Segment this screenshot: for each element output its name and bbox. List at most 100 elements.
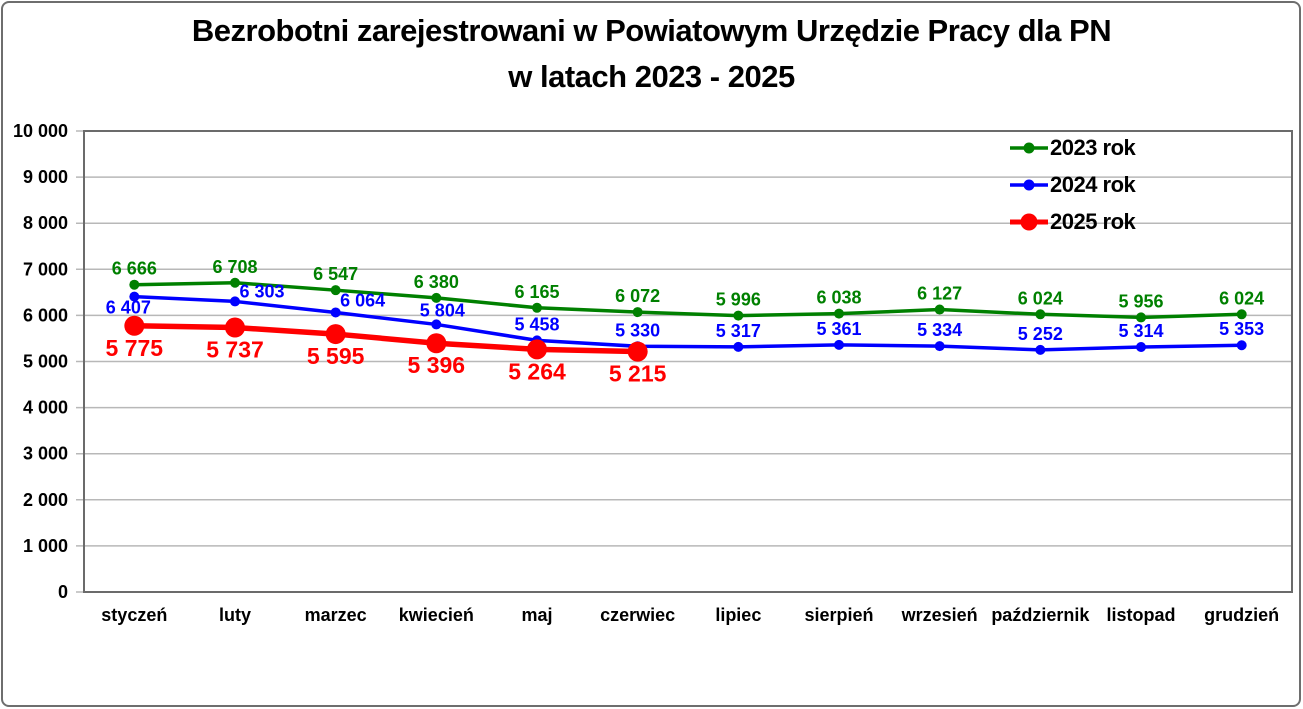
- data-label: 6 064: [340, 290, 385, 310]
- legend-marker-icon: [1010, 213, 1048, 230]
- legend-label: 2025 rok: [1050, 208, 1136, 234]
- data-label: 5 317: [716, 321, 761, 341]
- data-label: 5 353: [1219, 319, 1264, 339]
- data-label: 5 458: [514, 314, 559, 334]
- data-point: [934, 304, 945, 315]
- data-point: [632, 307, 643, 318]
- data-point: [129, 291, 140, 302]
- data-label: 6 165: [514, 282, 559, 302]
- data-label: 5 334: [917, 320, 962, 340]
- data-point: [431, 319, 442, 330]
- data-point: [426, 333, 447, 354]
- y-tick-label: 2 000: [23, 490, 68, 510]
- x-tick-label: sierpień: [804, 605, 873, 625]
- legend-label: 2023 rok: [1050, 134, 1136, 160]
- data-label: 5 396: [408, 352, 466, 378]
- x-tick-label: grudzień: [1204, 605, 1279, 625]
- data-label: 5 215: [609, 361, 667, 387]
- y-axis-labels: 0 1 000 2 000 3 000 4 000 5 000 6 000 7 000 8 00…: [13, 121, 68, 602]
- y-tick-label: 10 000: [13, 121, 68, 141]
- data-label: 5 775: [106, 335, 164, 361]
- x-tick-label: maj: [521, 605, 552, 625]
- data-label: 6 038: [816, 288, 861, 308]
- data-point: [1236, 309, 1247, 320]
- data-point: [1035, 309, 1046, 320]
- data-label: 6 072: [615, 286, 660, 306]
- data-point: [1035, 344, 1046, 355]
- data-label: 5 737: [206, 337, 264, 363]
- x-tick-label: lipiec: [715, 605, 761, 625]
- series-line: [132, 281, 1244, 320]
- x-tick-label: listopad: [1106, 605, 1175, 625]
- data-label: 5 330: [615, 320, 660, 340]
- x-tick-label: kwiecień: [399, 605, 474, 625]
- data-label: 6 303: [239, 281, 284, 301]
- data-label: 6 024: [1219, 288, 1264, 308]
- data-point: [733, 310, 744, 321]
- y-tick-label: 4 000: [23, 398, 68, 418]
- legend-marker-icon: [1010, 142, 1048, 153]
- x-tick-label: czerwiec: [600, 605, 675, 625]
- chart-title-line1: Bezrobotni zarejestrowani w Powiatowym U…: [191, 13, 1112, 48]
- data-label: 5 956: [1118, 291, 1163, 311]
- data-point: [325, 324, 346, 345]
- data-point: [834, 339, 844, 350]
- data-label: 5 996: [716, 290, 761, 310]
- x-tick-label: październik: [991, 605, 1090, 625]
- data-point: [1136, 342, 1146, 353]
- data-point: [124, 315, 145, 336]
- y-tick-label: 0: [58, 582, 68, 602]
- data-label: 6 708: [212, 257, 257, 277]
- data-point: [225, 317, 245, 338]
- data-point: [129, 279, 140, 290]
- data-point: [330, 307, 341, 318]
- x-axis-labels: styczeń luty marzec kwiecień maj czerwiec lipi…: [101, 605, 1279, 625]
- series-2025-rok: 5 775 5 737 5 595 5 396 5 264 5 215: [106, 315, 667, 387]
- legend-item-2023: 2023 rok: [1008, 129, 1136, 166]
- x-tick-label: marzec: [305, 605, 367, 625]
- x-tick-label: luty: [219, 605, 251, 625]
- legend-item-2024: 2024 rok: [1008, 166, 1136, 203]
- data-point: [230, 296, 240, 307]
- series-2023-rok: 6 666 6 708 6 547 6 380 6 165 6 072 5 996 6 038…: [112, 257, 1264, 323]
- data-point: [1136, 312, 1146, 323]
- x-tick-label: styczeń: [101, 605, 167, 625]
- data-label: 6 407: [106, 298, 151, 318]
- legend-marker-icon: [1010, 179, 1048, 190]
- series-2024-rok: 6 407 6 303 6 064 5 804 5 458 5 330 5 317 5 361…: [106, 281, 1264, 355]
- data-label: 5 314: [1118, 321, 1163, 341]
- data-label: 6 380: [414, 272, 459, 292]
- data-point: [934, 341, 945, 352]
- data-point: [431, 292, 442, 303]
- data-point: [733, 341, 744, 352]
- data-point: [330, 285, 341, 296]
- y-tick-label: 7 000: [23, 259, 68, 279]
- data-point: [532, 302, 542, 313]
- chart-title-line2: w latach 2023 - 2025: [508, 59, 795, 94]
- data-point: [834, 308, 844, 319]
- data-label: 5 264: [508, 358, 566, 384]
- y-tick-label: 8 000: [23, 213, 68, 233]
- y-tick-label: 5 000: [23, 352, 68, 372]
- legend-label: 2024 rok: [1050, 171, 1136, 197]
- x-tick-label: wrzesień: [901, 605, 978, 625]
- legend-item-2025: 2025 rok: [1008, 203, 1136, 240]
- data-label: 6 666: [112, 259, 157, 279]
- series-line: [132, 294, 1244, 352]
- data-label: 6 127: [917, 284, 962, 304]
- data-label: 6 547: [313, 264, 358, 284]
- data-label: 5 595: [307, 343, 365, 369]
- data-label: 5 252: [1018, 324, 1063, 344]
- chart-title: Bezrobotni zarejestrowani w Powiatowym U…: [0, 8, 1303, 100]
- plot-area-border: [83, 130, 1293, 593]
- series-line: [131, 323, 641, 355]
- data-label: 5 361: [816, 319, 861, 339]
- y-tick-label: 1 000: [23, 536, 68, 556]
- chart-legend: 2023 rok 2024 rok 2025 rok: [1008, 129, 1136, 240]
- data-point: [627, 341, 648, 362]
- y-tick-label: 9 000: [23, 167, 68, 187]
- data-point: [1236, 340, 1247, 351]
- y-tick-label: 3 000: [23, 444, 68, 464]
